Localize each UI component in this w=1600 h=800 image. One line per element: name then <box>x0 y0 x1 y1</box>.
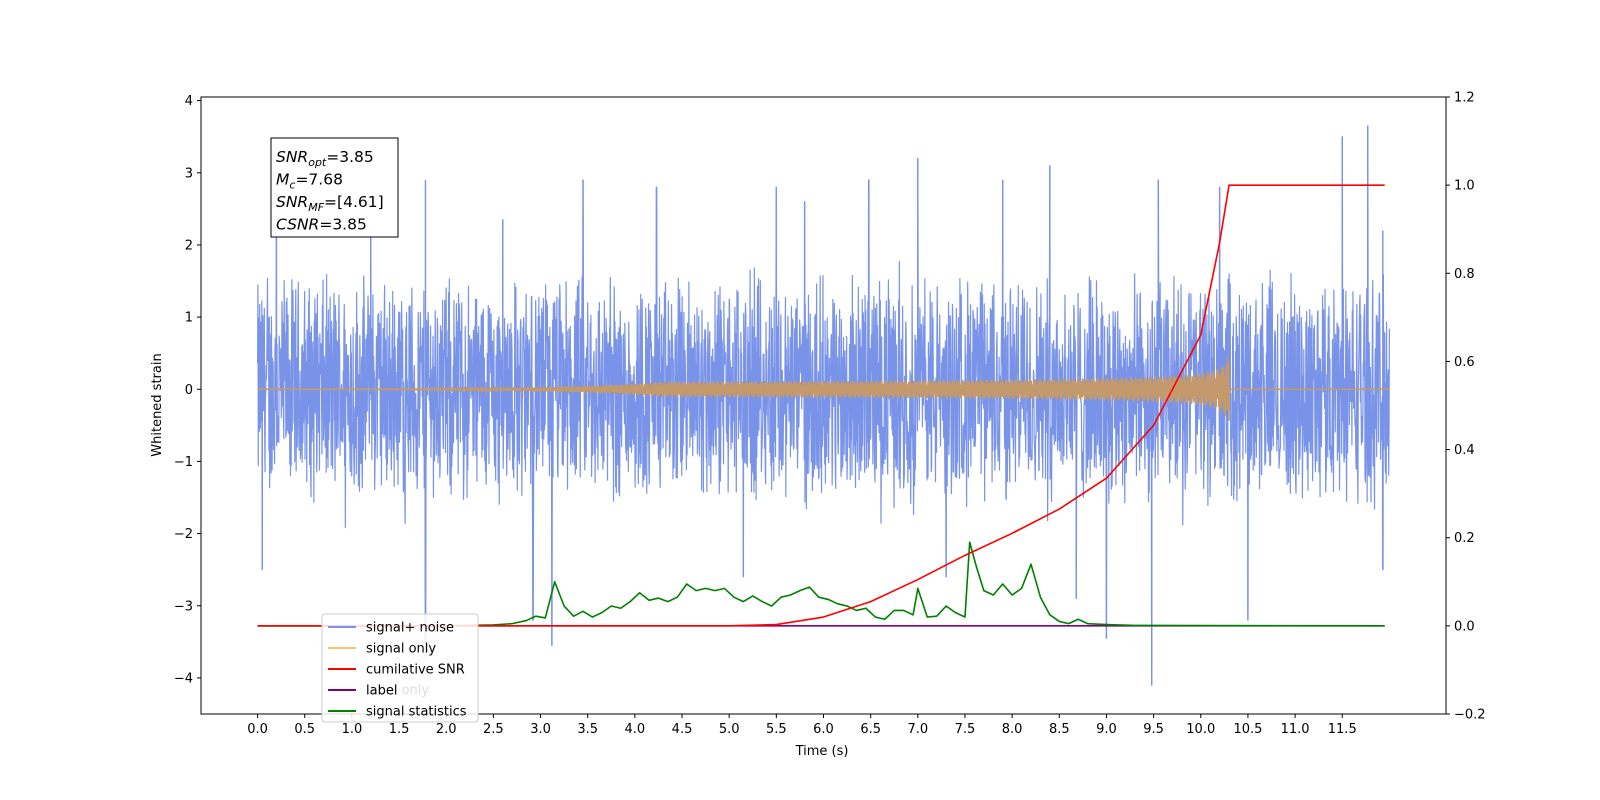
y-axis-right: 1.2 1.0 0.8 0.6 0.4 0.2 0.0 −0.2 <box>1446 91 1486 723</box>
legend-label: signal+ noise <box>366 621 454 636</box>
x-tick-label: 0.0 <box>247 722 268 737</box>
y-tick-label: 0 <box>185 383 193 398</box>
y-tick-label: −3 <box>174 599 193 614</box>
y2-tick-label: 0.8 <box>1454 267 1475 282</box>
stats-line: SNRopt=3.85 <box>276 148 374 169</box>
x-tick-label: 3.0 <box>530 722 551 737</box>
plot-area <box>256 125 1391 686</box>
x-tick-label: 2.5 <box>483 722 504 737</box>
signal-noise-line <box>256 125 1391 686</box>
y-tick-label: −2 <box>174 527 193 542</box>
stats-line: CSNR=3.85 <box>276 216 367 234</box>
legend-label: signal only <box>366 642 436 657</box>
x-tick-label: 9.0 <box>1096 722 1117 737</box>
x-axis: 0.0 0.5 1.0 1.5 2.0 2.5 3.0 3.5 4.0 4.5 5.0 5.5 6.0 6… <box>247 714 1357 737</box>
y2-tick-label: 0.0 <box>1454 619 1475 634</box>
legend-label: signal statistics <box>366 705 467 720</box>
x-tick-label: 5.5 <box>766 722 787 737</box>
stats-line: Mc=7.68 <box>276 171 343 192</box>
x-tick-label: 1.5 <box>389 722 410 737</box>
x-tick-label: 10.0 <box>1186 722 1215 737</box>
legend: label only signal+ noise signal only cumila… <box>321 613 479 723</box>
x-tick-label: 6.5 <box>860 722 881 737</box>
y2-tick-label: 1.2 <box>1454 91 1475 106</box>
legend-label: cumilative SNR <box>366 663 465 678</box>
y-tick-label: −1 <box>174 455 193 470</box>
x-tick-label: 9.5 <box>1143 722 1164 737</box>
y-tick-label: −4 <box>174 671 193 686</box>
x-tick-label: 7.5 <box>955 722 976 737</box>
x-tick-label: 3.5 <box>577 722 598 737</box>
stats-box-frame <box>270 137 399 238</box>
x-tick-label: 4.5 <box>672 722 693 737</box>
x-axis-label: Time (s) <box>795 744 849 759</box>
y2-tick-label: 0.2 <box>1454 531 1475 546</box>
legend-frame <box>321 613 479 723</box>
y2-tick-label: −0.2 <box>1454 708 1486 723</box>
legend-hidden-text: label only <box>366 683 429 698</box>
y2-tick-label: 1.0 <box>1454 179 1475 194</box>
y-tick-label: 1 <box>185 311 193 326</box>
y-tick-label: 3 <box>185 166 193 181</box>
x-tick-label: 1.0 <box>342 722 363 737</box>
x-tick-label: 7.0 <box>907 722 928 737</box>
y-tick-label: 2 <box>185 238 193 253</box>
y-axis-label: Whitened strain <box>150 353 165 456</box>
y2-tick-label: 0.6 <box>1454 355 1475 370</box>
x-tick-label: 11.0 <box>1281 722 1310 737</box>
legend-label: label <box>366 684 397 699</box>
x-tick-label: 8.5 <box>1049 722 1070 737</box>
x-tick-label: 0.5 <box>294 722 315 737</box>
x-tick-label: 6.0 <box>813 722 834 737</box>
y-tick-label: 4 <box>185 94 193 109</box>
x-tick-label: 5.0 <box>719 722 740 737</box>
y2-tick-label: 0.4 <box>1454 443 1475 458</box>
y-axis-left: 4 3 2 1 0 −1 −2 −3 −4 <box>174 94 201 686</box>
x-tick-label: 4.0 <box>625 722 646 737</box>
x-tick-label: 8.0 <box>1002 722 1023 737</box>
x-tick-label: 2.0 <box>436 722 457 737</box>
stats-line: SNRMF=[4.61] <box>276 193 384 214</box>
cumulative-snr-line <box>257 184 1385 627</box>
x-tick-label: 11.5 <box>1328 722 1357 737</box>
x-tick-label: 10.5 <box>1233 722 1262 737</box>
signal-statistics-line <box>257 541 1385 627</box>
